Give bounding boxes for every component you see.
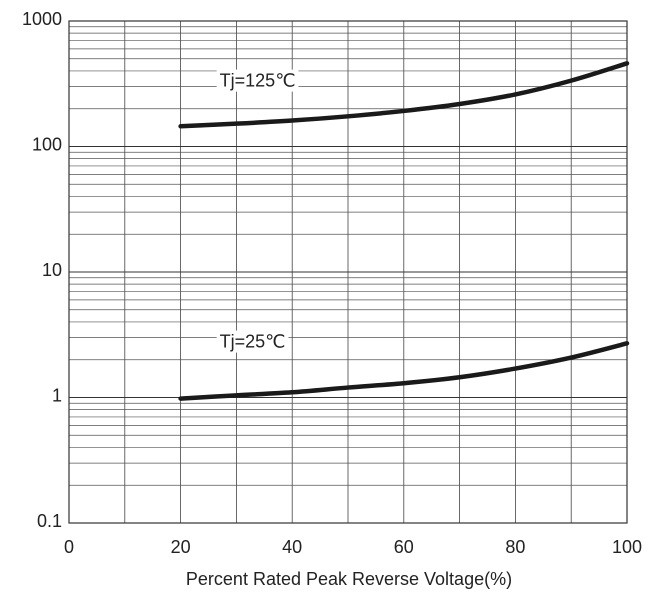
x-axis-title: Percent Rated Peak Reverse Voltage(%) [186,569,512,589]
series-label: Tj=125℃ [220,71,296,91]
series-label: Tj=25℃ [220,332,286,352]
x-tick-label: 80 [505,537,525,557]
x-axis-ticks: 0 20 40 60 80 100 [64,537,642,557]
x-tick-label: 60 [394,537,414,557]
y-axis-ticks: 0.1 1 10 100 1000 [22,9,62,531]
x-tick-label: 40 [282,537,302,557]
series-label-background [216,330,289,353]
y-tick-label: 10 [42,260,62,280]
series-label-background [216,69,299,92]
plot-frame [68,20,628,524]
x-tick-label: 20 [171,537,191,557]
series-line [178,341,630,401]
series-group: Tj=125℃ Tj=25℃ [178,61,630,401]
x-tick-label: 0 [64,537,74,557]
x-tick-label: 100 [612,537,642,557]
y-tick-label: 1 [52,386,62,406]
y-tick-label: 1000 [22,9,62,29]
grid [68,21,628,524]
y-tick-label: 0.1 [37,511,62,531]
y-tick-label: 100 [32,135,62,155]
series-line [178,61,630,129]
